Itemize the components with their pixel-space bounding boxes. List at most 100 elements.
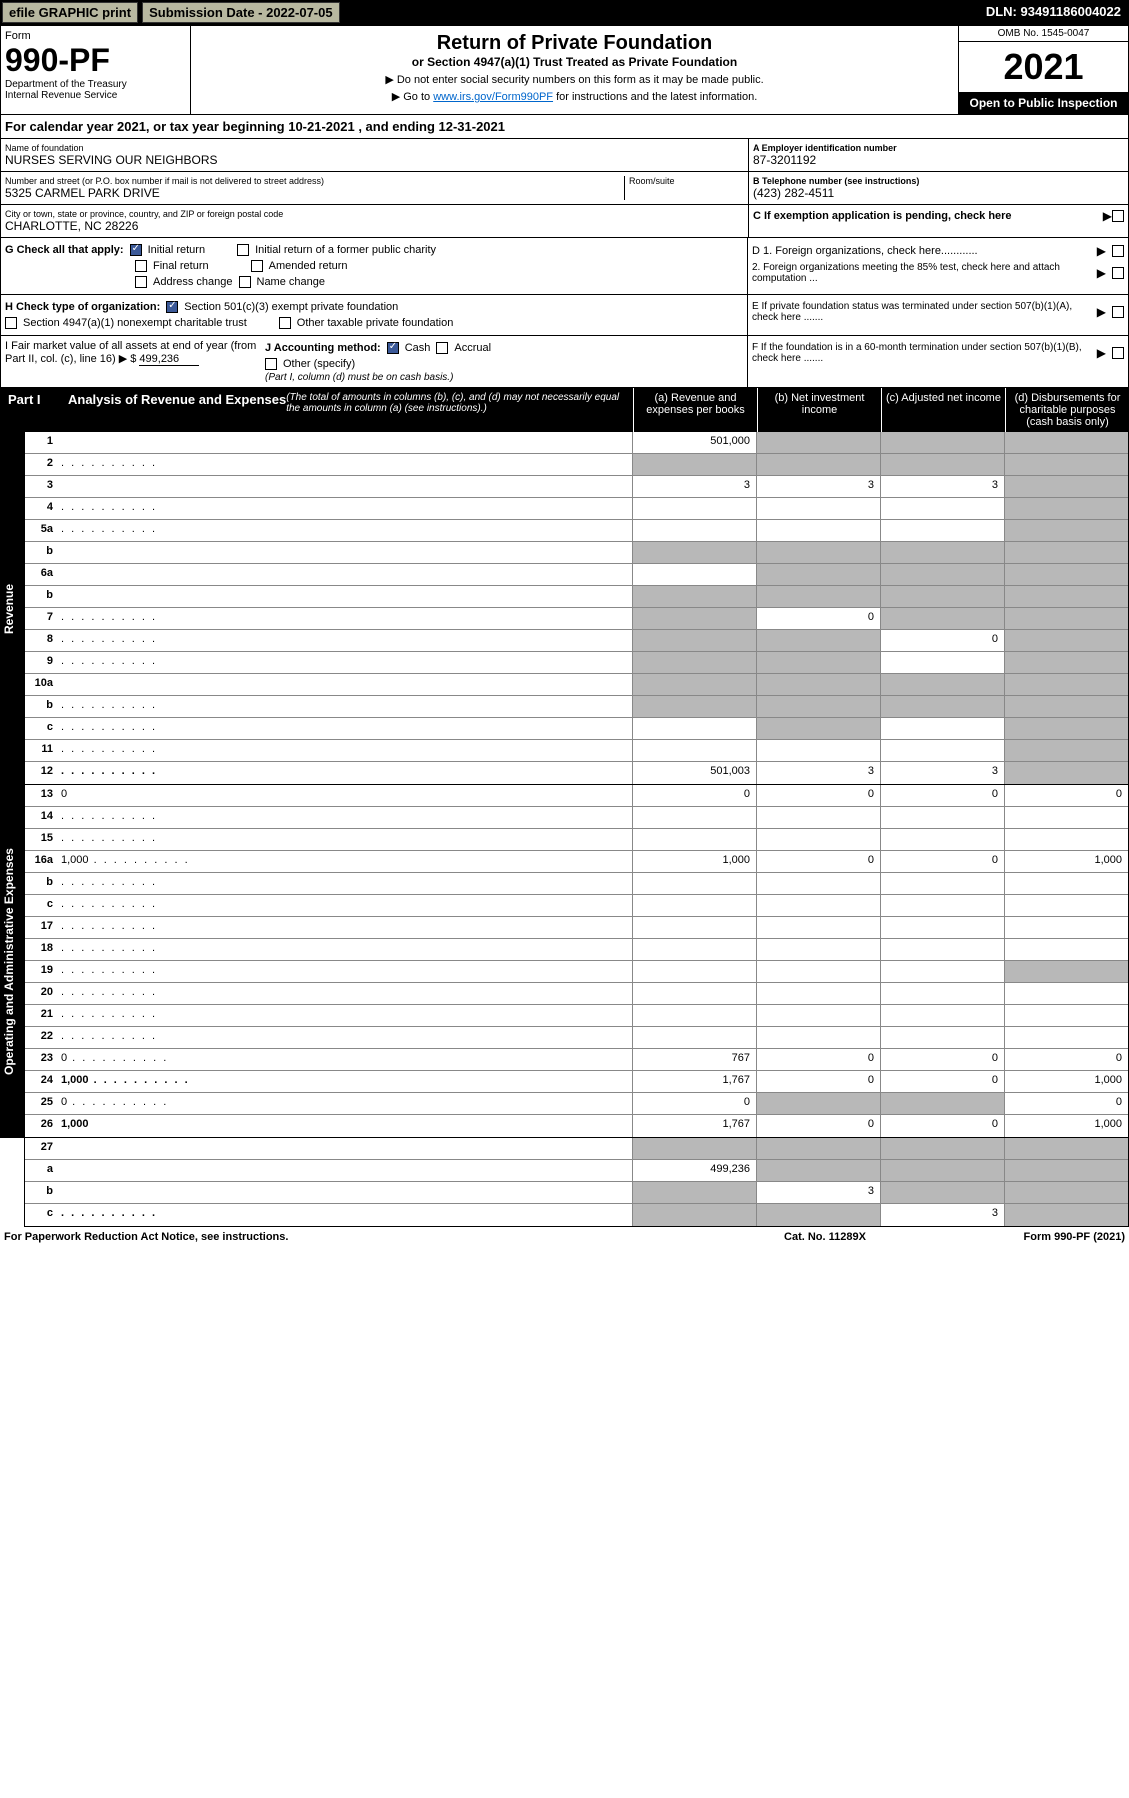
submission-date: Submission Date - 2022-07-05 <box>142 2 340 23</box>
value-cell-c <box>880 454 1004 475</box>
value-cell-c <box>880 718 1004 739</box>
line-number: a <box>25 1160 57 1181</box>
value-cell-b <box>756 1204 880 1226</box>
value-cell-c: 0 <box>880 851 1004 872</box>
hother-checkbox[interactable] <box>279 317 291 329</box>
i-value: 499,236 <box>139 353 199 366</box>
value-cell-d <box>1004 652 1128 673</box>
c-checkbox[interactable] <box>1112 210 1124 222</box>
value-cell-b <box>756 564 880 585</box>
value-cell-d <box>1004 961 1128 982</box>
value-cell-b <box>756 939 880 960</box>
value-cell-b <box>756 1093 880 1114</box>
value-cell-c <box>880 520 1004 541</box>
line-number: b <box>25 586 57 607</box>
table-row: b <box>25 873 1128 895</box>
value-cell-a <box>632 1027 756 1048</box>
d1-checkbox[interactable] <box>1112 245 1124 257</box>
line-number: 2 <box>25 454 57 475</box>
value-cell-b: 3 <box>756 762 880 784</box>
phone-label: B Telephone number (see instructions) <box>753 176 1124 186</box>
table-row: 15 <box>25 829 1128 851</box>
value-cell-a: 501,000 <box>632 432 756 453</box>
value-cell-c <box>880 564 1004 585</box>
other-checkbox[interactable] <box>265 358 277 370</box>
value-cell-a <box>632 608 756 629</box>
h501-checkbox[interactable] <box>166 301 178 313</box>
table-row: 4 <box>25 498 1128 520</box>
table-row: 6a <box>25 564 1128 586</box>
value-cell-d <box>1004 740 1128 761</box>
instr1: ▶ Do not enter social security numbers o… <box>197 73 952 86</box>
col-b-hdr: (b) Net investment income <box>757 388 881 432</box>
line-desc: 0 <box>57 1049 632 1070</box>
value-cell-c <box>880 432 1004 453</box>
line-number: 27 <box>25 1138 57 1159</box>
line-desc <box>57 1138 632 1159</box>
value-cell-d <box>1004 829 1128 850</box>
value-cell-d: 0 <box>1004 1049 1128 1070</box>
value-cell-b <box>756 829 880 850</box>
line-number: 1 <box>25 432 57 453</box>
table-row: 14 <box>25 807 1128 829</box>
value-cell-a: 501,003 <box>632 762 756 784</box>
value-cell-c <box>880 939 1004 960</box>
value-cell-d <box>1004 939 1128 960</box>
f-checkbox[interactable] <box>1112 347 1124 359</box>
addr-change-checkbox[interactable] <box>135 276 147 288</box>
table-row: 9 <box>25 652 1128 674</box>
name-change-checkbox[interactable] <box>239 276 251 288</box>
efile-btn[interactable]: efile GRAPHIC print <box>2 2 138 23</box>
value-cell-d <box>1004 1005 1128 1026</box>
line-number: 20 <box>25 983 57 1004</box>
initial-checkbox[interactable] <box>130 244 142 256</box>
line-desc <box>57 873 632 894</box>
value-cell-d <box>1004 718 1128 739</box>
value-cell-a <box>632 454 756 475</box>
line-number: 17 <box>25 917 57 938</box>
accrual-checkbox[interactable] <box>436 342 448 354</box>
value-cell-d <box>1004 762 1128 784</box>
value-cell-a <box>632 586 756 607</box>
value-cell-a <box>632 652 756 673</box>
dept: Department of the Treasury <box>5 79 186 90</box>
value-cell-d <box>1004 1160 1128 1181</box>
line-desc: 0 <box>57 785 632 806</box>
cash-checkbox[interactable] <box>387 342 399 354</box>
phone: (423) 282-4511 <box>753 186 1124 200</box>
value-cell-b <box>756 520 880 541</box>
value-cell-b: 3 <box>756 476 880 497</box>
line-desc <box>57 674 632 695</box>
value-cell-d <box>1004 1138 1128 1159</box>
calendar-year: For calendar year 2021, or tax year begi… <box>0 115 1129 139</box>
line-desc <box>57 630 632 651</box>
info-section: Name of foundation NURSES SERVING OUR NE… <box>0 139 1129 238</box>
line-number: 13 <box>25 785 57 806</box>
e-checkbox[interactable] <box>1112 306 1124 318</box>
d2: 2. Foreign organizations meeting the 85%… <box>752 262 1091 284</box>
initial-former-checkbox[interactable] <box>237 244 249 256</box>
amended-checkbox[interactable] <box>251 260 263 272</box>
footer-right: Form 990-PF (2021) <box>925 1231 1125 1243</box>
d2-checkbox[interactable] <box>1112 267 1124 279</box>
value-cell-a <box>632 542 756 563</box>
table-row: 12501,00333 <box>25 762 1128 784</box>
form-link[interactable]: www.irs.gov/Form990PF <box>433 91 553 103</box>
h4947-checkbox[interactable] <box>5 317 17 329</box>
table-row: b3 <box>25 1182 1128 1204</box>
table-row: 230767000 <box>25 1049 1128 1071</box>
value-cell-b <box>756 807 880 828</box>
table-row: 80 <box>25 630 1128 652</box>
dln: DLN: 93491186004022 <box>980 2 1127 23</box>
value-cell-a <box>632 1182 756 1203</box>
name-label: Name of foundation <box>5 143 744 153</box>
value-cell-d <box>1004 1027 1128 1048</box>
value-cell-a <box>632 630 756 651</box>
line-desc <box>57 829 632 850</box>
g-label: G Check all that apply: <box>5 244 124 256</box>
section-ghi: G Check all that apply: Initial return I… <box>0 238 1129 388</box>
arrow-icon: ▶ <box>1097 244 1106 258</box>
final-checkbox[interactable] <box>135 260 147 272</box>
part-label: Part I <box>8 392 68 428</box>
value-cell-b <box>756 696 880 717</box>
